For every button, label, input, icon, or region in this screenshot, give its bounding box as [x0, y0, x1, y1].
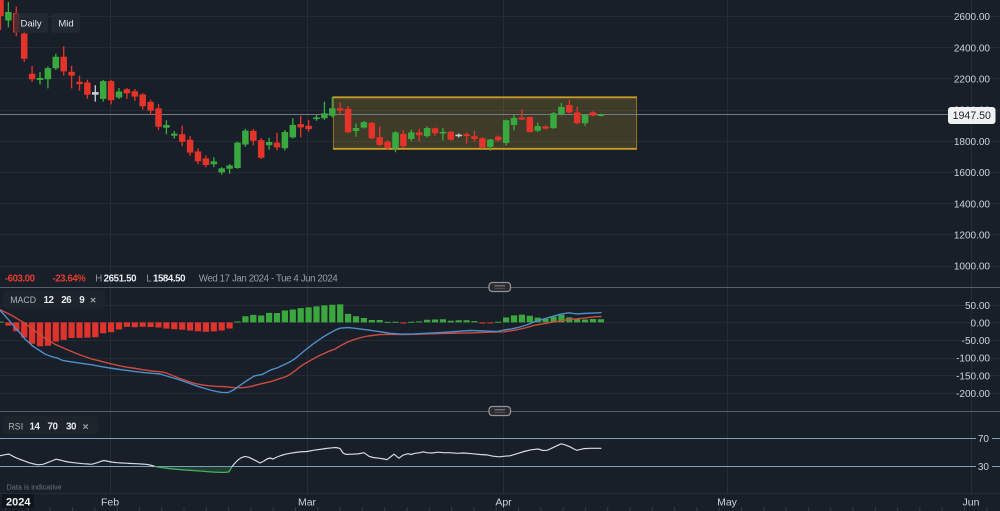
svg-text:1800.00: 1800.00: [954, 137, 991, 148]
svg-text:May: May: [717, 496, 738, 508]
svg-text:2024: 2024: [6, 497, 31, 509]
svg-text:-603.00: -603.00: [5, 273, 35, 284]
svg-text:1584.50: 1584.50: [153, 273, 186, 284]
svg-text:70: 70: [978, 434, 990, 445]
svg-text:2651.50: 2651.50: [104, 273, 137, 284]
svg-text:50.00: 50.00: [965, 301, 990, 312]
svg-text:30: 30: [978, 462, 990, 473]
svg-text:-23.64%: -23.64%: [53, 273, 87, 284]
svg-text:MACD: MACD: [10, 295, 36, 305]
svg-text:70: 70: [48, 421, 59, 432]
svg-text:×: ×: [90, 295, 96, 307]
svg-text:Data is indicative: Data is indicative: [7, 483, 62, 492]
svg-text:-150.00: -150.00: [956, 371, 990, 382]
svg-text:Mar: Mar: [298, 496, 317, 508]
svg-text:2200.00: 2200.00: [954, 75, 991, 86]
svg-text:2400.00: 2400.00: [954, 43, 991, 54]
svg-text:1000.00: 1000.00: [954, 262, 991, 273]
svg-text:Feb: Feb: [101, 496, 119, 508]
svg-text:×: ×: [83, 421, 89, 433]
svg-text:Jun: Jun: [963, 496, 980, 508]
svg-text:30: 30: [66, 421, 77, 432]
svg-text:12: 12: [44, 295, 55, 306]
svg-text:1200.00: 1200.00: [954, 231, 991, 242]
svg-text:2600.00: 2600.00: [954, 12, 991, 23]
svg-text:L: L: [146, 273, 152, 284]
svg-text:Apr: Apr: [495, 496, 512, 508]
svg-text:Daily: Daily: [21, 19, 42, 30]
svg-text:0.00: 0.00: [971, 319, 991, 330]
svg-text:26: 26: [61, 295, 72, 306]
svg-text:RSI: RSI: [8, 421, 23, 431]
svg-text:Wed 17 Jan 2024 - Tue 4 Jun 20: Wed 17 Jan 2024 - Tue 4 Jun 2024: [199, 273, 339, 284]
svg-text:-50.00: -50.00: [962, 336, 991, 347]
svg-text:1947.50: 1947.50: [953, 110, 991, 122]
svg-text:1600.00: 1600.00: [954, 168, 991, 179]
svg-text:Mid: Mid: [58, 19, 73, 30]
svg-text:14: 14: [30, 421, 41, 432]
svg-text:-100.00: -100.00: [956, 354, 990, 365]
svg-text:-200.00: -200.00: [956, 389, 990, 400]
svg-text:H: H: [95, 273, 102, 284]
svg-text:9: 9: [79, 295, 85, 306]
svg-text:1400.00: 1400.00: [954, 199, 991, 210]
